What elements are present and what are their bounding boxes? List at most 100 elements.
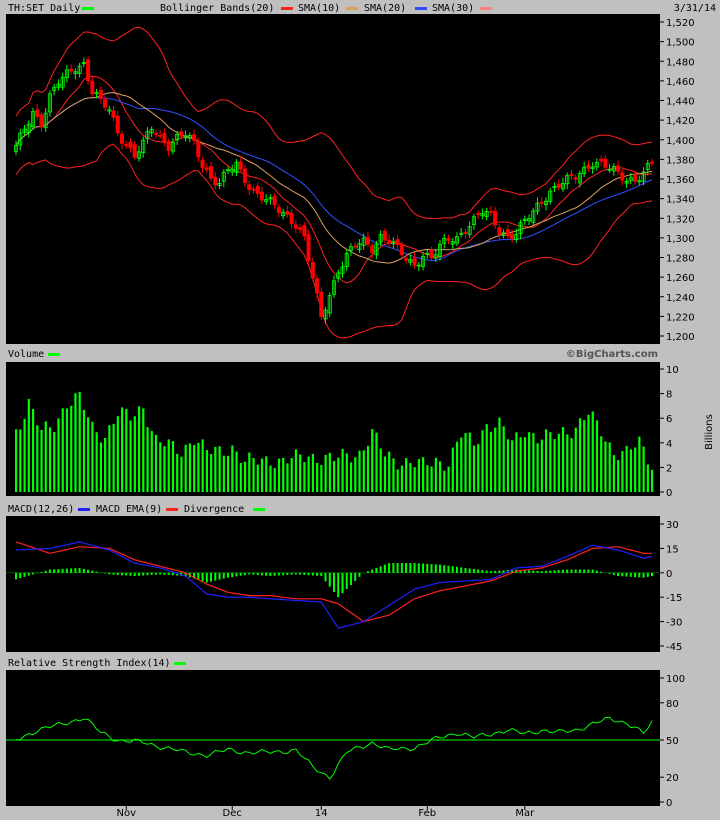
candle-body (510, 233, 515, 240)
candle-body (162, 133, 167, 144)
volume-bars-layer (15, 391, 654, 492)
candle-body (268, 197, 273, 200)
candle-body (425, 252, 430, 255)
candle-body (353, 245, 358, 248)
candle-body (285, 211, 290, 215)
candle-body (323, 309, 328, 320)
volume-bar (621, 451, 624, 492)
axis-ticks-layer: 1,520 1,500 1,480 1,460 1,440 1,420 1,400 1,380… (116, 18, 694, 819)
volume-bar (78, 391, 81, 492)
price-y-tick-label: 1,200 (666, 332, 695, 343)
price-y-tick-label: 1,460 (666, 77, 695, 88)
macd-y-tick-label: -30 (666, 618, 682, 629)
candle-body (26, 123, 31, 133)
candle-body (590, 166, 595, 169)
price-series-layer (13, 26, 655, 339)
volume-bar (222, 455, 225, 492)
candle-body (302, 225, 307, 237)
candle-body (255, 185, 260, 194)
volume-bar (591, 411, 594, 492)
candle-body (196, 140, 201, 158)
candle-body (35, 109, 40, 117)
candle-body (357, 243, 362, 250)
volume-y-tick-label: 10 (666, 365, 679, 376)
candle-body (64, 69, 69, 79)
candle-body (238, 161, 243, 170)
candle-body (463, 231, 468, 234)
candle-body (437, 243, 442, 257)
candle-body (641, 171, 646, 182)
volume-bar (154, 434, 158, 492)
divergence-legend-swatch (253, 508, 265, 511)
volume-bar (188, 443, 192, 492)
candle-body (446, 238, 451, 241)
volume-bar (638, 436, 641, 492)
volume-bar (218, 446, 221, 492)
symbol-legend-swatch (82, 7, 94, 10)
macd-y-tick-label: 0 (666, 569, 672, 580)
volume-bar (540, 439, 543, 492)
candle-body (94, 92, 99, 95)
volume-bar (48, 427, 52, 492)
candle-body (395, 239, 400, 245)
volume-bar (464, 432, 467, 492)
volume-bar (137, 406, 141, 492)
volume-bar (625, 445, 628, 492)
candle-body (476, 213, 481, 216)
volume-bar (146, 427, 149, 492)
candle-body (505, 229, 510, 237)
price-header: TH:SET Daily Bollinger Bands(20) SMA(10)… (8, 3, 716, 14)
volume-bar (184, 444, 187, 492)
price-y-tick-label: 1,260 (666, 273, 695, 284)
volume-bar (23, 418, 26, 492)
candle-body (471, 216, 476, 226)
candle-body (327, 295, 332, 314)
volume-bar (265, 456, 268, 492)
macd-ema-line (15, 541, 652, 623)
volume-bar (176, 453, 179, 492)
candle-body (416, 264, 421, 267)
price-y-tick-label: 1,240 (666, 293, 695, 304)
volume-bar (511, 440, 514, 492)
candle-body (560, 183, 565, 190)
candle-body (103, 98, 108, 108)
candle-body (56, 83, 61, 88)
volume-bar (405, 458, 408, 492)
candle-body (497, 227, 502, 235)
candle-body (645, 162, 650, 170)
volume-bar (273, 468, 276, 492)
rsi-panel (6, 670, 660, 806)
volume-bar (53, 431, 56, 492)
candle-body (153, 132, 158, 135)
volume-bar (578, 418, 582, 492)
volume-bar (557, 433, 560, 492)
candle-body (331, 280, 336, 295)
volume-bar (553, 439, 556, 492)
volume-bar (523, 437, 526, 492)
sma-10-line (15, 75, 653, 284)
volume-bar (19, 429, 22, 492)
volume-y-tick-label: 4 (666, 439, 672, 450)
candle-body (544, 200, 549, 206)
candle-body (149, 128, 154, 134)
candle-body (39, 114, 44, 128)
candle-body (132, 144, 137, 158)
volume-bar (426, 465, 429, 492)
rsi-title: Relative Strength Index(14) (8, 658, 171, 669)
volume-bar (112, 423, 115, 492)
candle-body (624, 180, 629, 184)
volume-bar (472, 445, 476, 492)
volume-bar (231, 445, 234, 492)
macd-legend-label: MACD(12,26) (8, 504, 74, 515)
volume-bar (417, 459, 420, 492)
volume-bar (409, 463, 412, 492)
candle-body (429, 249, 434, 259)
macd-legend-swatch (78, 508, 90, 511)
candle-body (319, 291, 324, 317)
candle-body (204, 167, 209, 171)
volume-bar (277, 458, 281, 492)
volume-bar (646, 464, 649, 492)
candle-body (421, 255, 426, 267)
candle-body (374, 243, 379, 256)
